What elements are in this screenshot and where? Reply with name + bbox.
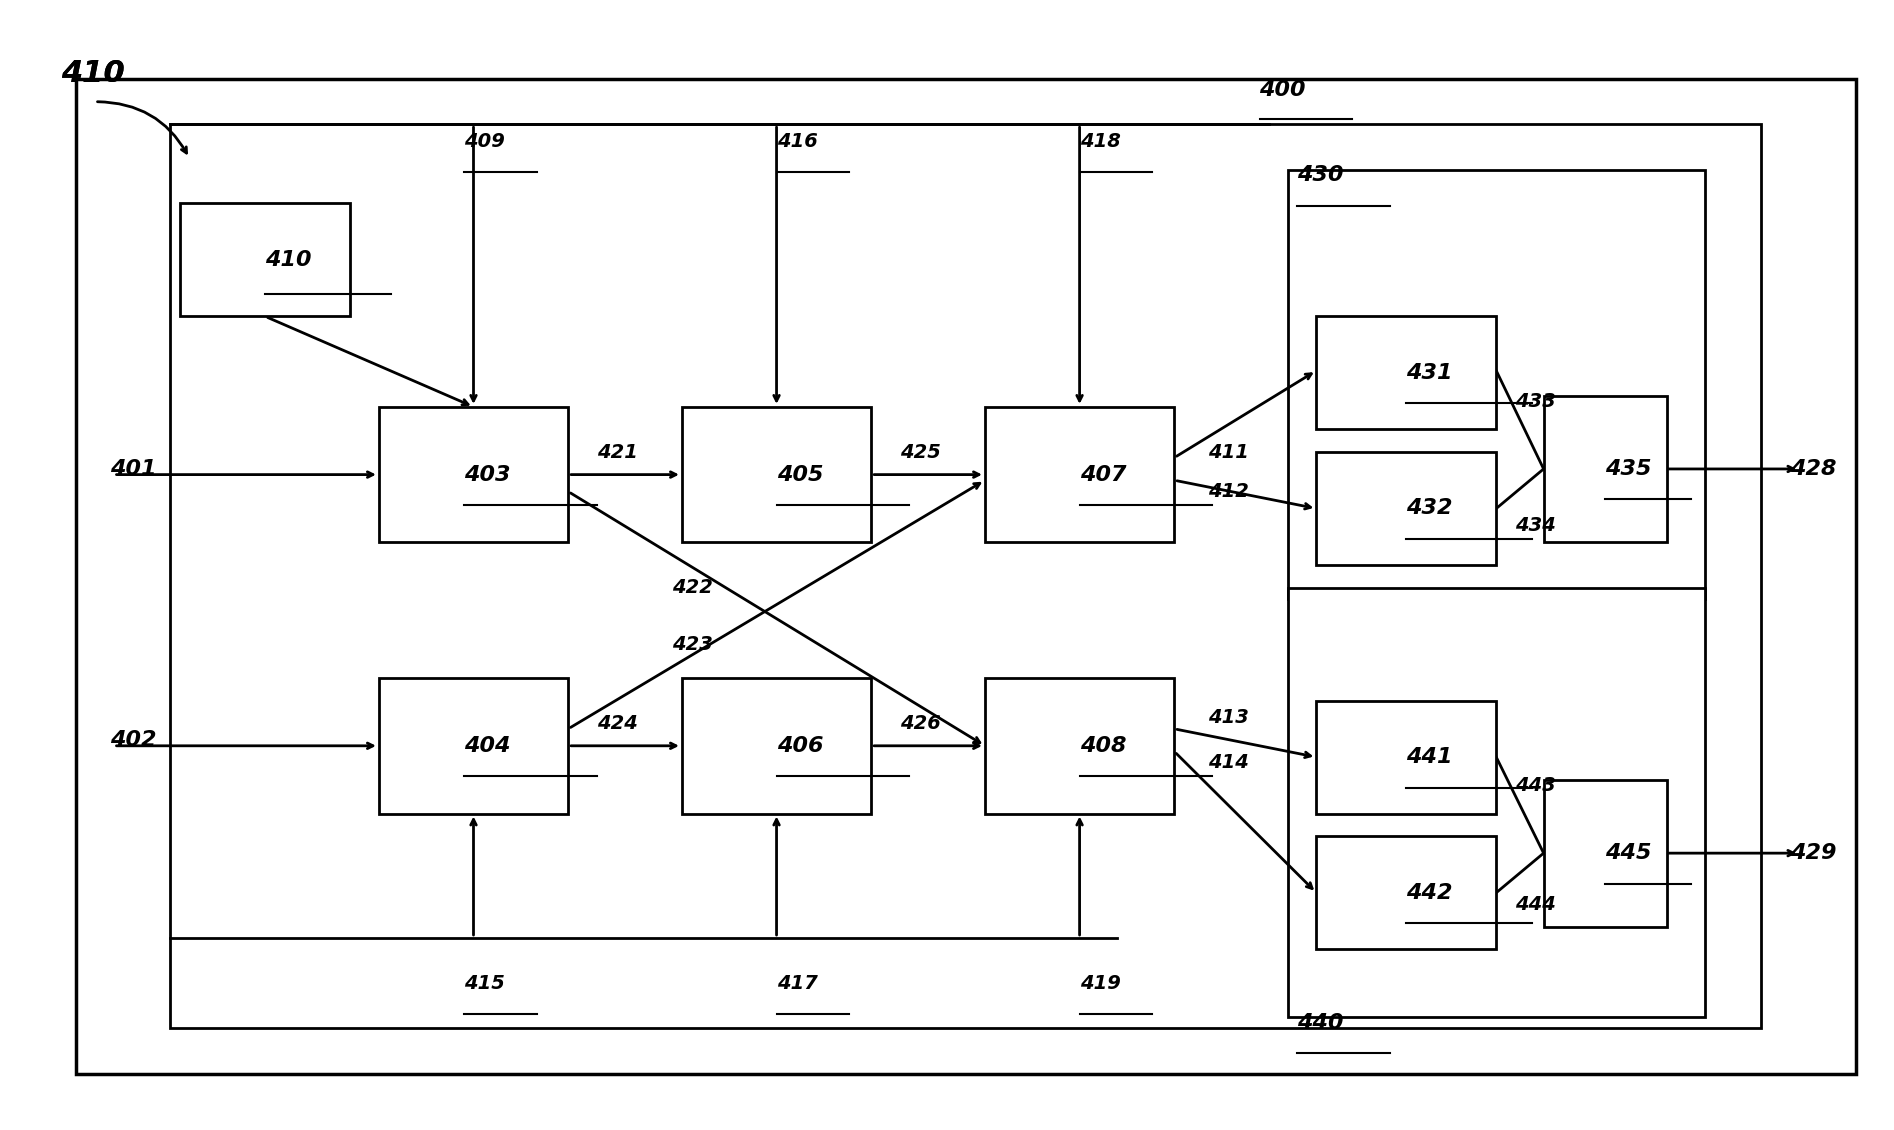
Text: 428: 428 bbox=[1790, 459, 1837, 479]
Text: 424: 424 bbox=[597, 714, 638, 732]
Text: 442: 442 bbox=[1405, 883, 1453, 903]
Text: 444: 444 bbox=[1515, 895, 1557, 913]
Bar bbox=[1544, 396, 1667, 542]
Text: 401: 401 bbox=[110, 459, 157, 479]
Text: 419: 419 bbox=[1080, 974, 1121, 992]
Bar bbox=[379, 678, 568, 814]
Text: 412: 412 bbox=[1208, 483, 1250, 501]
Text: 429: 429 bbox=[1790, 843, 1837, 863]
Text: 408: 408 bbox=[1080, 736, 1127, 756]
Bar bbox=[1316, 701, 1496, 814]
Text: 414: 414 bbox=[1208, 754, 1250, 772]
Bar bbox=[682, 678, 871, 814]
Text: 443: 443 bbox=[1515, 776, 1557, 794]
Text: 413: 413 bbox=[1208, 709, 1250, 727]
Text: 403: 403 bbox=[464, 464, 511, 485]
Text: 409: 409 bbox=[464, 132, 506, 150]
Text: 425: 425 bbox=[900, 443, 941, 461]
Text: 432: 432 bbox=[1405, 498, 1453, 519]
Text: 418: 418 bbox=[1080, 132, 1121, 150]
Bar bbox=[985, 407, 1174, 542]
Text: 433: 433 bbox=[1515, 392, 1557, 410]
Bar bbox=[170, 124, 1761, 1028]
Text: 405: 405 bbox=[777, 464, 824, 485]
Bar bbox=[379, 407, 568, 542]
Text: 410: 410 bbox=[61, 59, 125, 88]
Text: 406: 406 bbox=[777, 736, 824, 756]
Text: 441: 441 bbox=[1405, 747, 1453, 767]
Text: 422: 422 bbox=[672, 579, 714, 597]
Text: 434: 434 bbox=[1515, 516, 1557, 534]
Text: 423: 423 bbox=[672, 635, 714, 653]
Text: 430: 430 bbox=[1297, 165, 1345, 185]
Text: 426: 426 bbox=[900, 714, 941, 732]
Text: 415: 415 bbox=[464, 974, 506, 992]
Text: 400: 400 bbox=[1260, 80, 1307, 101]
Text: 402: 402 bbox=[110, 730, 157, 750]
Text: 416: 416 bbox=[777, 132, 818, 150]
Bar bbox=[985, 678, 1174, 814]
Bar bbox=[1316, 836, 1496, 949]
Bar bbox=[180, 203, 350, 316]
Text: 445: 445 bbox=[1606, 843, 1652, 863]
Bar bbox=[1544, 780, 1667, 927]
Text: 440: 440 bbox=[1297, 1012, 1345, 1033]
Bar bbox=[1288, 170, 1705, 599]
Bar bbox=[1288, 588, 1705, 1017]
Bar bbox=[682, 407, 871, 542]
Text: 411: 411 bbox=[1208, 443, 1250, 461]
Text: 417: 417 bbox=[777, 974, 818, 992]
Text: 410: 410 bbox=[265, 250, 313, 270]
Text: 404: 404 bbox=[464, 736, 511, 756]
Bar bbox=[1316, 452, 1496, 565]
Text: 407: 407 bbox=[1080, 464, 1127, 485]
Text: 435: 435 bbox=[1606, 459, 1652, 479]
Text: 410: 410 bbox=[61, 59, 125, 88]
Bar bbox=[76, 79, 1856, 1073]
Bar bbox=[1316, 316, 1496, 429]
Text: 431: 431 bbox=[1405, 363, 1453, 383]
Text: 421: 421 bbox=[597, 443, 638, 461]
